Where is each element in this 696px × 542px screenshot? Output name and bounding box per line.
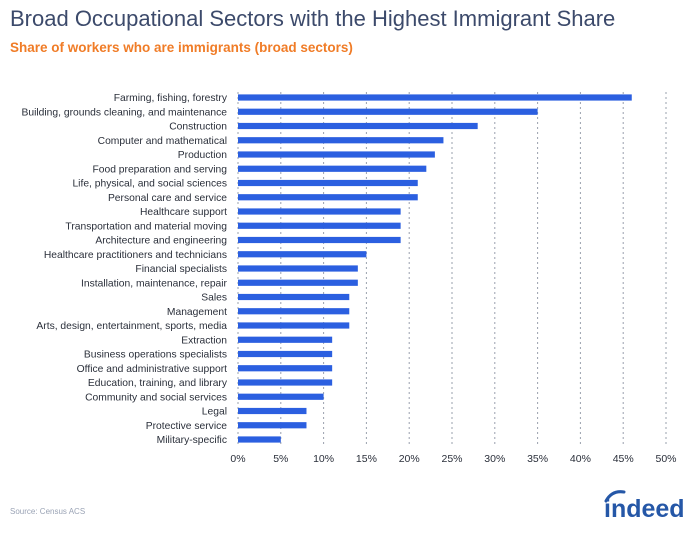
bar <box>238 179 418 187</box>
category-label: Military-specific <box>157 435 227 446</box>
category-label: Personal care and service <box>108 193 227 204</box>
chart-subtitle: Share of workers who are immigrants (bro… <box>10 40 353 55</box>
bar <box>238 436 281 443</box>
bar <box>238 350 333 358</box>
bar <box>238 422 307 429</box>
category-label: Construction <box>169 122 227 133</box>
logo-arc <box>604 490 626 503</box>
x-tick-label: 10% <box>313 453 334 465</box>
category-label: Office and administrative support <box>77 364 227 375</box>
x-tick-label: 15% <box>356 453 377 465</box>
bar <box>238 251 367 258</box>
category-label: Transportation and material moving <box>65 221 227 232</box>
x-tick-label: 25% <box>441 453 462 465</box>
bar <box>238 279 358 286</box>
bar <box>238 165 427 172</box>
gridlines <box>237 92 667 447</box>
category-label: Arts, design, entertainment, sports, med… <box>36 321 227 332</box>
bar <box>238 393 324 400</box>
category-label: Community and social services <box>85 392 227 403</box>
category-label: Farming, fishing, forestry <box>114 93 228 104</box>
bar <box>238 208 401 215</box>
category-label: Production <box>178 150 228 161</box>
category-label: Management <box>167 307 227 318</box>
bar <box>238 379 333 386</box>
bar <box>238 222 401 229</box>
bar <box>238 336 333 343</box>
category-label: Education, training, and library <box>88 378 228 389</box>
bar <box>238 122 478 130</box>
x-tick-label: 0% <box>230 453 245 465</box>
x-axis-ticks: 0% 5% 10% 15% 20% 25% 30% 35% 40% 45% 50% <box>230 453 676 465</box>
source-note: Source: Census ACS <box>10 507 86 516</box>
bar <box>238 322 350 329</box>
bar <box>238 108 538 115</box>
category-label: Healthcare practitioners and technicians <box>44 250 227 261</box>
bar <box>238 293 350 301</box>
x-tick-label: 30% <box>484 453 505 465</box>
x-tick-label: 45% <box>613 453 634 465</box>
category-label: Computer and mathematical <box>98 136 227 147</box>
category-label: Legal <box>202 407 227 418</box>
bar <box>238 365 333 372</box>
category-labels: Farming, fishing, forestry Building, grou… <box>21 93 227 446</box>
bar <box>238 308 350 315</box>
category-label: Extraction <box>181 335 227 346</box>
chart-title: Broad Occupational Sectors with the High… <box>10 6 616 31</box>
x-tick-label: 35% <box>527 453 548 465</box>
bars <box>238 94 632 443</box>
category-label: Installation, maintenance, repair <box>81 278 228 289</box>
category-label: Food preparation and serving <box>92 164 227 175</box>
bar <box>238 151 435 158</box>
bar <box>238 236 401 244</box>
category-label: Healthcare support <box>140 207 227 218</box>
x-tick-label: 50% <box>655 453 676 465</box>
category-label: Financial specialists <box>135 264 227 275</box>
x-tick-label: 40% <box>570 453 591 465</box>
category-label: Life, physical, and social sciences <box>72 179 227 190</box>
indeed-logo: indeed <box>604 490 685 522</box>
category-label: Protective service <box>146 421 228 432</box>
bar <box>238 194 418 201</box>
logo-wordmark: indeed <box>604 495 685 522</box>
category-label: Architecture and engineering <box>95 236 227 247</box>
x-tick-label: 5% <box>273 453 288 465</box>
category-label: Sales <box>201 293 227 304</box>
category-label: Building, grounds cleaning, and maintena… <box>21 107 227 118</box>
bar <box>238 94 632 101</box>
bar <box>238 137 444 144</box>
bar <box>238 265 358 272</box>
bar <box>238 407 307 415</box>
category-label: Business operations specialists <box>84 350 227 361</box>
x-tick-label: 20% <box>399 453 420 465</box>
